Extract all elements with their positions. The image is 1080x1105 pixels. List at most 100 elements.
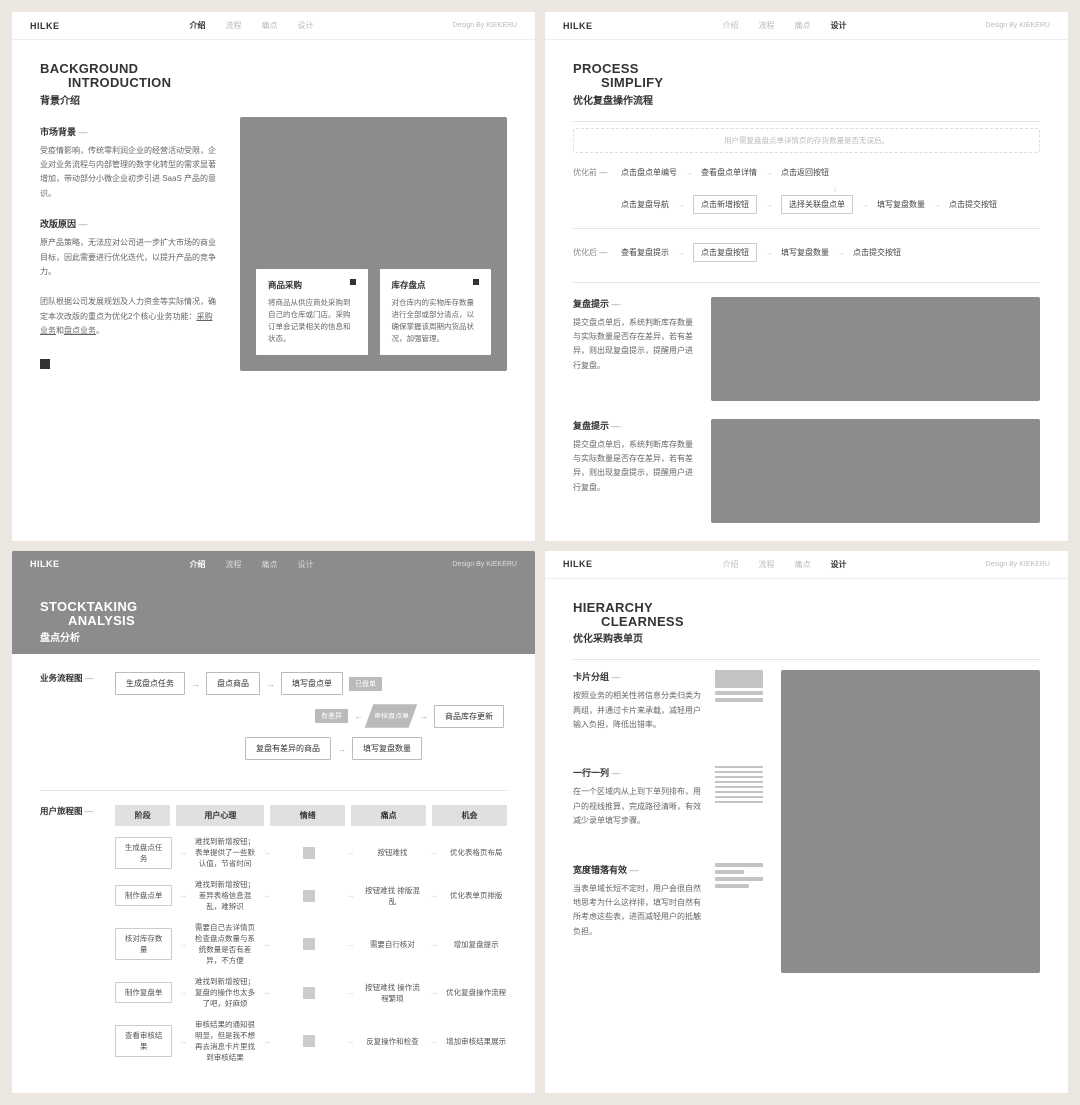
arrow-icon: → <box>765 200 773 209</box>
credit: Design By KIEKERU <box>985 22 1050 29</box>
nav-link[interactable]: 设计 <box>831 559 847 570</box>
nav-bar: HILKE 介绍 流程 痛点 设计 Design By KIEKERU <box>545 12 1068 40</box>
journey-row: 生成盘点任务→难找到新增按钮；表单提供了一些默认值，节省时间→→按钮难找→优化表… <box>115 836 507 869</box>
title-cn: 盘点分析 <box>40 629 507 644</box>
panel-process: HILKE 介绍 流程 痛点 设计 Design By KIEKERU PROC… <box>545 12 1068 541</box>
nav-link[interactable]: 设计 <box>298 559 314 570</box>
step: 点击提交按钮 <box>949 199 997 210</box>
step-button: 选择关联盘点单 <box>781 195 853 214</box>
title-en-1: BACKGROUND <box>40 62 507 76</box>
nav-link[interactable]: 痛点 <box>262 20 278 31</box>
logo: HILKE <box>563 21 593 31</box>
nav-link[interactable]: 介绍 <box>723 559 739 570</box>
nav-links: 介绍 流程 痛点 设计 <box>190 559 314 570</box>
cell: 优化表格页布局 <box>445 847 507 858</box>
flow-box: 盘点商品 <box>206 672 260 695</box>
step: 填写复盘数量 <box>877 199 925 210</box>
step: 点击返回按钮 <box>781 167 829 178</box>
arrow-down-icon: ↓ <box>833 184 1040 193</box>
cell: 难找到新增按钮；差异表格信息混乱，难辨识 <box>194 879 256 912</box>
arrow-icon: → <box>765 168 773 177</box>
feature-item: 宽度错落有效 当表单域长短不定时，用户会很自然地思考为什么这样排，填写时自然有所… <box>573 863 763 956</box>
arrow-icon: → <box>337 744 346 754</box>
arrow-icon: ← <box>354 711 363 721</box>
nav-links: 介绍 流程 痛点 设计 <box>723 20 847 31</box>
arrow-icon: → <box>837 248 845 257</box>
flow-box: 生成盘点任务 <box>115 672 185 695</box>
logo: HILKE <box>563 559 593 569</box>
nav-link[interactable]: 痛点 <box>262 559 278 570</box>
nav-link[interactable]: 介绍 <box>190 20 206 31</box>
step: 点击复盘导航 <box>621 199 669 210</box>
card-text: 对仓库内的实物库存数量进行全部或部分清点，以确保掌握该周期内货品状况，加强管理。 <box>392 297 480 345</box>
arrow-icon: → <box>765 248 773 257</box>
nav-bar: HILKE 介绍 流程 痛点 设计 Design By KIEKERU <box>12 12 535 40</box>
cell: 按钮难找 排版混乱 <box>362 885 424 907</box>
arrow-icon: → <box>677 248 685 257</box>
paragraph: 在一个区域内从上到下单列排布，用户的视线推算，完成路径清晰，有效减少录单填写步骤… <box>573 785 705 828</box>
journey-row: 查看审核结果→审核结果的通知很明显，但是我不想再去消息卡片里找到审核结果→→反复… <box>115 1019 507 1063</box>
journey-row: 制作盘点单→难找到新增按钮；差异表格信息混乱，难辨识→→按钮难找 排版混乱→优化… <box>115 879 507 912</box>
nav-link[interactable]: 痛点 <box>795 559 811 570</box>
step: 点击提交按钮 <box>853 247 901 258</box>
image-placeholder <box>781 670 1040 973</box>
credit: Design By KIEKERU <box>452 22 517 29</box>
arrow-icon: → <box>419 711 428 721</box>
title-cn: 优化采购表单页 <box>573 630 1040 645</box>
sub-heading: 卡片分组 <box>573 670 705 683</box>
nav-bar: HILKE 介绍 流程 痛点 设计 Design By KIEKERU <box>545 551 1068 579</box>
nav-link[interactable]: 流程 <box>759 559 775 570</box>
col-header: 阶段 <box>115 805 170 826</box>
wireframe-icon <box>715 766 763 804</box>
flow-box: 填写盘点单 <box>281 672 343 695</box>
process-row: 点击复盘导航→ 点击新增按钮→ 选择关联盘点单→ 填写复盘数量→ 点击提交按钮 <box>621 195 1040 214</box>
info-card: 商品采购 将商品从供应商处采购到自己的仓库或门店。采购订单会记录相关的信息和状态… <box>256 269 368 355</box>
flow-row: 生成盘点任务→ 盘点商品→ 填写盘点单 已盘单 <box>115 672 507 695</box>
journey-row: 核对库存数量→需要自己去详情页检查盘点数量与系统数量是否有差异，不方便→→需要自… <box>115 922 507 966</box>
flow-row: 有差异 ← 审核盘点单 → 商品库存更新 <box>315 703 507 729</box>
note-box: 用户需复盘盘点单详情页的存货数量是否无误后。 <box>573 128 1040 153</box>
nav-link[interactable]: 流程 <box>226 559 242 570</box>
nav-link[interactable]: 流程 <box>226 20 242 31</box>
sub-heading: 一行一列 <box>573 766 705 779</box>
title-en-1: STOCKTAKING <box>40 600 507 614</box>
title-cn: 优化复盘操作流程 <box>573 92 1040 107</box>
nav-link[interactable]: 介绍 <box>723 20 739 31</box>
nav-link[interactable]: 设计 <box>831 20 847 31</box>
cell: 增加复盘提示 <box>445 939 507 950</box>
cell: 反复操作和检查 <box>362 1036 424 1047</box>
arrow-icon: → <box>677 200 685 209</box>
feature-item: 一行一列 在一个区域内从上到下单列排布，用户的视线推算，完成路径清晰，有效减少录… <box>573 766 763 844</box>
paragraph: 提交盘点单后，系统判断库存数量与实际数量是否存在差异，若有差异，则出现复盘提示，… <box>573 438 693 496</box>
section-title: HIERARCHYCLEARNESS 优化采购表单页 <box>545 579 1068 656</box>
section-title: STOCKTAKINGANALYSIS 盘点分析 <box>12 578 535 655</box>
square-marker <box>40 359 50 369</box>
nav-bar: HILKE 介绍 流程 痛点 设计 Design By KIEKERU <box>12 551 535 578</box>
nav-link[interactable]: 流程 <box>759 20 775 31</box>
title-en-2: CLEARNESS <box>601 615 1040 629</box>
col-header: 用户心理 <box>176 805 264 826</box>
arrow-icon: → <box>191 679 200 689</box>
cell: 制作复盘单 <box>115 982 172 1003</box>
image-placeholder <box>711 419 1040 523</box>
title-en-2: INTRODUCTION <box>68 76 507 90</box>
nav-link[interactable]: 介绍 <box>190 559 206 570</box>
paragraph: 原产品策略，无法应对公司进一步扩大市场的商业目标，因此需要进行优化迭代，以提升产… <box>40 236 220 279</box>
section-title: PROCESSSIMPLIFY 优化复盘操作流程 <box>545 40 1068 117</box>
paragraph: 按照业务的相关性将信息分类归类为两组，并通过卡片来承载，减轻用户输入负担，降低出… <box>573 689 705 732</box>
title-en-2: ANALYSIS <box>68 614 507 628</box>
cell: 需要自行核对 <box>362 939 424 950</box>
step: 点击盘点单编号 <box>621 167 677 178</box>
cell: 需要自己去详情页检查盘点数量与系统数量是否有差异，不方便 <box>194 922 256 966</box>
cell: 增加审核结果展示 <box>445 1036 507 1047</box>
col-header: 机会 <box>432 805 507 826</box>
cell: 按钮难找 <box>362 847 424 858</box>
nav-link[interactable]: 设计 <box>298 20 314 31</box>
sub-heading: 复盘提示 <box>573 297 693 310</box>
row-label: 优化后 <box>573 247 613 258</box>
nav-link[interactable]: 痛点 <box>795 20 811 31</box>
step: 查看盘点单详情 <box>701 167 757 178</box>
cell: 难找到新增按钮；复盘的操作也太多了吧，好麻烦 <box>194 976 256 1009</box>
cell: 优化复盘操作流程 <box>445 987 507 998</box>
row-label: 优化前 <box>573 167 613 178</box>
